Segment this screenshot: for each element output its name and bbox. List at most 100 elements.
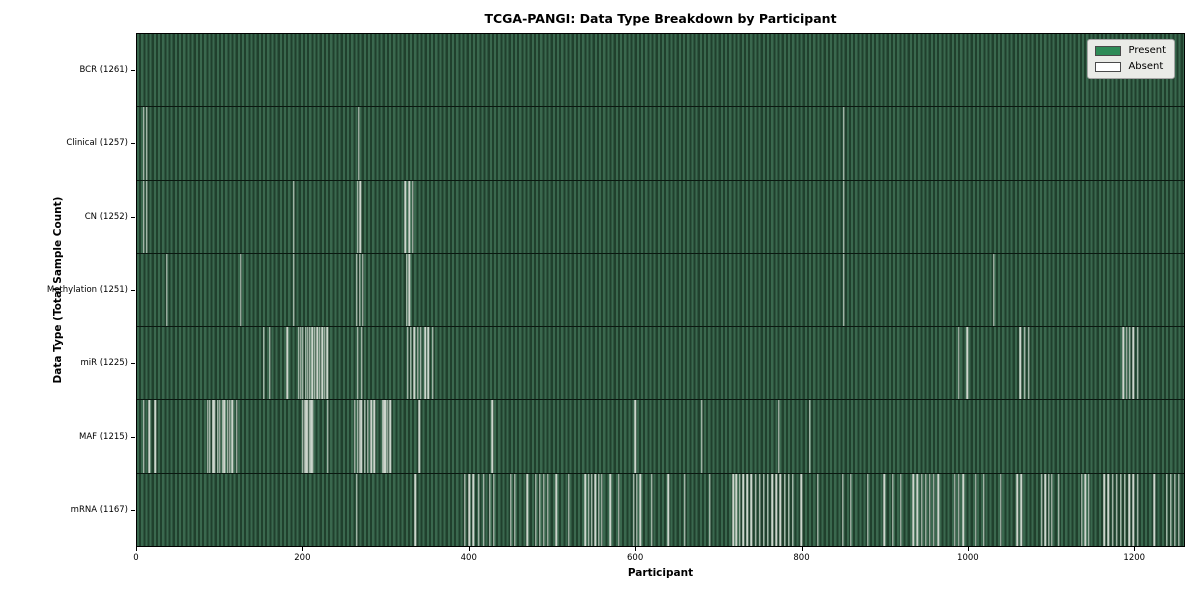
- absent-mark: [146, 180, 148, 253]
- absent-mark: [1028, 327, 1030, 400]
- absent-mark: [489, 473, 491, 546]
- absent-mark: [1124, 473, 1126, 546]
- absent-mark: [1023, 327, 1026, 400]
- absent-mark: [326, 327, 328, 400]
- absent-mark: [842, 253, 845, 327]
- absent-mark: [406, 253, 408, 327]
- absent-mark: [304, 327, 307, 400]
- absent-mark: [356, 473, 358, 546]
- absent-mark: [900, 473, 902, 546]
- absent-mark: [983, 473, 985, 546]
- absent-mark: [792, 473, 794, 546]
- absent-mark: [483, 473, 485, 546]
- absent-mark: [357, 107, 360, 180]
- absent-mark: [219, 400, 221, 473]
- absent-mark: [962, 473, 964, 546]
- absent-mark: [587, 473, 590, 546]
- x-tick-label-200: 200: [294, 553, 311, 563]
- absent-mark: [389, 400, 391, 473]
- absent-mark: [783, 473, 786, 546]
- absent-mark: [842, 473, 844, 546]
- absent-mark: [212, 400, 215, 473]
- absent-mark: [775, 473, 778, 546]
- chart-title: TCGA-PANGI: Data Type Breakdown by Parti…: [484, 11, 837, 26]
- absent-mark: [1057, 473, 1060, 546]
- row-cn: [137, 180, 1184, 254]
- absent-mark: [286, 327, 288, 400]
- absent-mark: [427, 327, 430, 400]
- absent-mark: [639, 473, 641, 546]
- absent-mark: [1084, 473, 1086, 546]
- absent-mark: [356, 253, 358, 327]
- x-axis-label: Participant: [627, 567, 694, 579]
- absent-mark: [842, 107, 845, 180]
- absent-mark: [1136, 473, 1139, 546]
- absent-mark: [767, 473, 769, 546]
- absent-mark: [732, 473, 734, 546]
- x-tick-mark: [635, 547, 637, 551]
- absent-mark: [1129, 327, 1131, 400]
- absent-mark: [410, 327, 412, 400]
- y-tick-label-maf: MAF (1215): [78, 431, 128, 442]
- absent-mark: [235, 400, 238, 473]
- y-tick-label-methylation: Methylation (1251): [46, 285, 128, 295]
- absent-mark: [310, 400, 313, 473]
- absent-mark: [1153, 473, 1155, 546]
- y-tick-label-mrna: mRNA (1167): [70, 505, 128, 516]
- absent-mark: [413, 327, 416, 400]
- x-tick-label-1200: 1200: [1123, 553, 1146, 563]
- legend-entry-absent: Absent: [1095, 61, 1166, 73]
- absent-mark: [302, 327, 304, 400]
- absent-mark: [1136, 327, 1139, 400]
- absent-mark: [353, 400, 356, 473]
- absent-mark: [491, 400, 494, 473]
- absent-mark: [373, 400, 376, 473]
- absent-mark: [808, 400, 811, 473]
- absent-mark: [216, 400, 219, 473]
- absent-mark: [937, 473, 939, 546]
- absent-mark: [420, 327, 422, 400]
- absent-mark: [1081, 473, 1083, 546]
- absent-mark: [916, 473, 919, 546]
- x-tick-mark: [967, 547, 969, 551]
- absent-mark: [632, 473, 635, 546]
- absent-mark: [594, 473, 597, 546]
- absent-mark: [146, 107, 148, 180]
- absent-mark: [778, 400, 780, 473]
- y-tick-mark: [131, 290, 135, 291]
- y-tick-mark: [131, 436, 135, 438]
- absent-mark: [304, 400, 306, 473]
- absent-mark: [383, 400, 386, 473]
- absent-mark: [316, 327, 318, 400]
- absent-mark: [359, 180, 362, 253]
- absent-mark: [891, 473, 894, 546]
- y-tick-mark: [131, 363, 135, 365]
- absent-mark: [206, 400, 209, 473]
- absent-mark: [299, 327, 302, 400]
- y-tick-label-cn: CN (1252): [84, 211, 128, 222]
- row-methylation: [137, 253, 1184, 328]
- absent-mark: [1047, 473, 1050, 546]
- absent-mark: [651, 473, 653, 546]
- absent-mark: [1128, 473, 1130, 546]
- absent-mark: [933, 473, 935, 546]
- absent-mark: [1016, 473, 1018, 546]
- legend-entry-present: Present: [1095, 45, 1166, 57]
- absent-mark: [534, 473, 537, 546]
- absent-mark: [1103, 473, 1105, 546]
- row-clinical: [137, 107, 1184, 181]
- absent-mark: [1174, 473, 1176, 546]
- absent-mark: [416, 327, 419, 400]
- absent-mark: [370, 400, 372, 473]
- absent-mark: [742, 473, 744, 546]
- absent-mark: [958, 473, 960, 546]
- absent-mark: [221, 400, 224, 473]
- absent-mark: [1178, 473, 1180, 546]
- absent-mark: [166, 253, 168, 327]
- absent-mark: [966, 327, 968, 400]
- absent-mark: [584, 473, 587, 546]
- absent-mark: [800, 473, 802, 546]
- absent-mark: [468, 473, 470, 546]
- absent-mark: [418, 400, 420, 473]
- absent-mark: [634, 400, 636, 473]
